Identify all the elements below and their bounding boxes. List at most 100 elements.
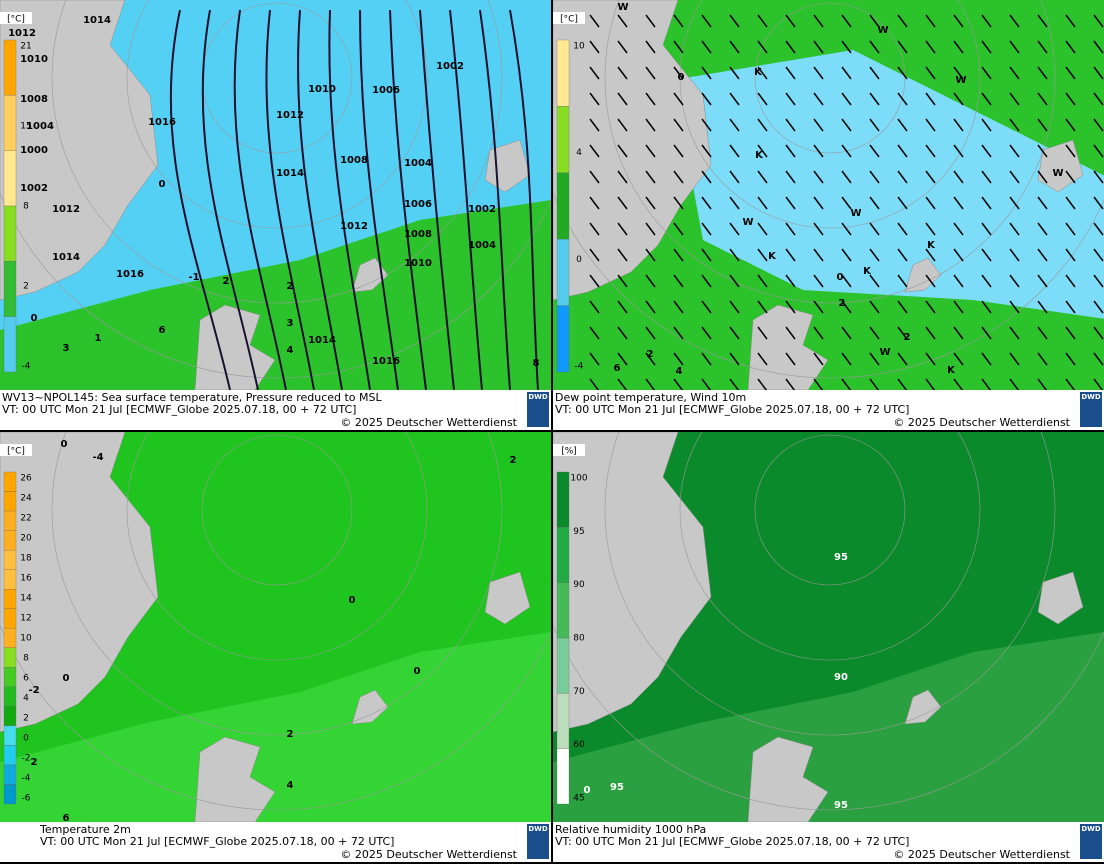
colorbar-segment (556, 39, 570, 107)
colorbar-segment (556, 582, 570, 639)
wind-barb (1009, 274, 1020, 288)
wind-barb (617, 118, 628, 132)
colorbar-tick: 22 (20, 514, 31, 524)
wind-barb (1065, 40, 1076, 54)
map-label: 2 (839, 298, 846, 309)
wind-barb (645, 352, 656, 366)
wind-barb (953, 14, 964, 28)
isobar (449, 9, 483, 391)
wind-barb (589, 378, 600, 392)
map-label: 2 (223, 276, 230, 287)
wind-barb (785, 248, 796, 262)
wind-barb (953, 196, 964, 210)
wind-barb (953, 118, 964, 132)
map-label: -4 (92, 452, 103, 463)
map-panel: [°C] 10 4 0 -4 W W W K K W K W K 0 0 2 2 4 6 K W 2 K W Dew point … (553, 0, 1104, 430)
wind-barb (869, 326, 880, 340)
wind-barb (785, 222, 796, 236)
map-label: 3 (287, 318, 294, 329)
colorbar-tick: -4 (575, 362, 584, 372)
wind-barb (785, 196, 796, 210)
graticule (51, 432, 503, 736)
graticule (679, 432, 981, 661)
colorbar-segment (556, 305, 570, 373)
colorbar-tick: -2 (22, 754, 31, 764)
wind-barb (617, 222, 628, 236)
wind-barb (869, 170, 880, 184)
wind-barb (813, 66, 824, 80)
wind-barb (925, 66, 936, 80)
map-label: 0 (159, 179, 166, 190)
wind-barb (785, 170, 796, 184)
graticule (679, 0, 981, 229)
wind-barb (1037, 92, 1048, 106)
wind-barb (757, 378, 768, 392)
wind-barb (673, 222, 684, 236)
wind-barb (617, 40, 628, 54)
wind-barb (729, 66, 740, 80)
wind-barb (589, 248, 600, 262)
wind-barb (589, 196, 600, 210)
caption-time: VT: 00 UTC Mon 21 Jul [ECMWF_Globe 2025.… (2, 403, 357, 416)
colorbar-tick: 2 (23, 714, 29, 724)
wind-barb (897, 14, 908, 28)
wind-barb (617, 352, 628, 366)
wind-barb (897, 300, 908, 314)
wind-barb (1037, 170, 1048, 184)
map-label: W (617, 2, 628, 13)
wind-barb (645, 326, 656, 340)
wind-barb (589, 274, 600, 288)
wind-barb (1093, 248, 1104, 262)
wind-barb (589, 352, 600, 366)
wind-barb (813, 14, 824, 28)
wind-barb (673, 66, 684, 80)
wind-barb (841, 274, 852, 288)
colorbar-segment (3, 261, 17, 317)
wind-barb (981, 144, 992, 158)
wind-barb (1009, 40, 1020, 54)
colorbar-unit: [°C] (7, 447, 25, 457)
map-label: 1000 (20, 145, 48, 156)
wind-barb (1065, 144, 1076, 158)
wind-barb (729, 196, 740, 210)
map-label: 2 (287, 729, 294, 740)
map-label: 3 (63, 343, 70, 354)
wind-barb (869, 248, 880, 262)
wind-barb (785, 274, 796, 288)
wind-barb (925, 222, 936, 236)
graticule (553, 624, 1104, 811)
wind-barb (757, 144, 768, 158)
wind-barb (1093, 222, 1104, 236)
wind-barb (869, 300, 880, 314)
wind-barb (841, 118, 852, 132)
wind-barb (841, 196, 852, 210)
wind-barb (953, 170, 964, 184)
map-label: 6 (159, 325, 166, 336)
colorbar-tick: 4 (576, 148, 582, 158)
wind-barb (925, 170, 936, 184)
colorbar-segment (556, 106, 570, 173)
colorbar-tick: 24 (20, 494, 32, 504)
colorbar-label-bg (553, 444, 585, 456)
wind-barb (925, 144, 936, 158)
wind-barb (729, 144, 740, 158)
wind-barb (841, 14, 852, 28)
wind-barb (701, 300, 712, 314)
wind-barb (869, 144, 880, 158)
land (351, 571, 531, 725)
wind-barb (813, 378, 824, 392)
wind-barb (897, 144, 908, 158)
wind-barb (785, 92, 796, 106)
wind-barb (897, 196, 908, 210)
wind-barb (953, 274, 964, 288)
wind-barb (589, 40, 600, 54)
wind-barb (1065, 222, 1076, 236)
wind-barb (1037, 144, 1048, 158)
wind-barb (645, 40, 656, 54)
wind-barb (1037, 40, 1048, 54)
wind-barb (729, 118, 740, 132)
wind-barb (729, 248, 740, 262)
wind-barb (841, 66, 852, 80)
colorbar-segment (3, 725, 17, 746)
